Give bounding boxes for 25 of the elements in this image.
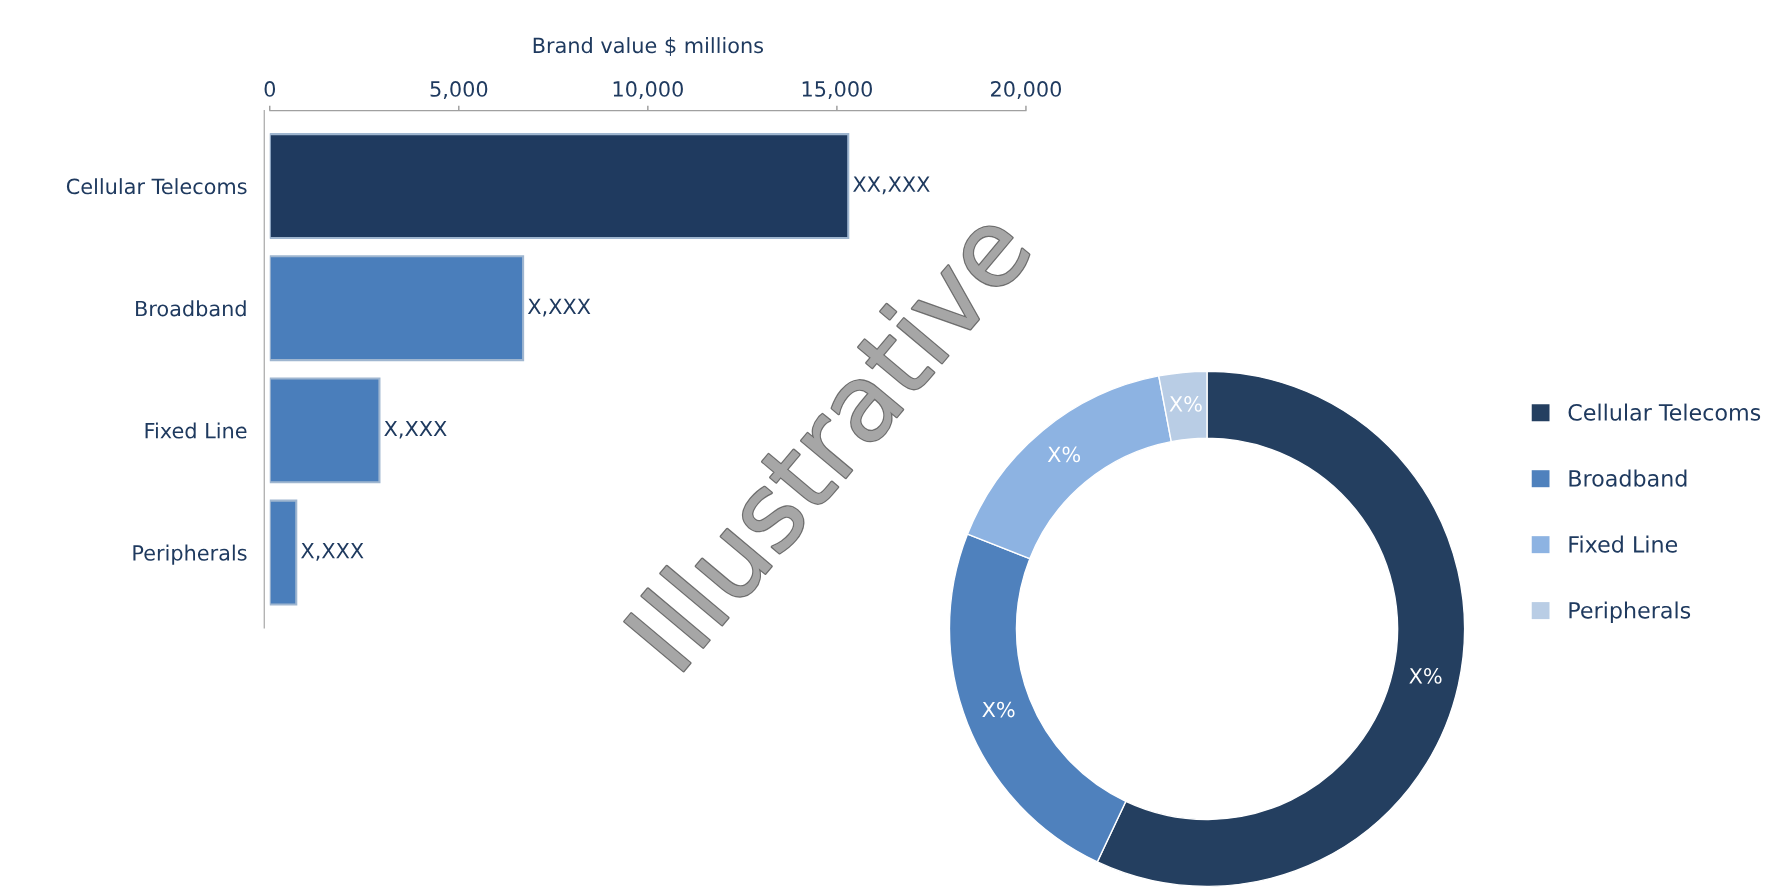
data-label: X% <box>1169 396 1202 412</box>
legend-label: Fixed Line <box>1569 535 1678 553</box>
data-label: X,XXX <box>384 420 447 439</box>
x-tick-label: 15,000 <box>802 81 872 99</box>
y-tick-label: Fixed Line <box>145 422 247 439</box>
legend-label: Broadband <box>1569 469 1687 487</box>
legend-label: Peripherals <box>1569 601 1691 623</box>
legend-label: Cellular Telecoms <box>1568 403 1761 421</box>
data-label: X% <box>982 701 1015 718</box>
data-label: X% <box>1047 446 1081 463</box>
x-tick-label: 5,000 <box>430 81 488 99</box>
bar <box>269 377 381 484</box>
data-label: X,XXX <box>301 543 364 561</box>
bar <box>269 499 298 606</box>
data-label: XX,XXX <box>853 176 930 195</box>
bar <box>269 255 525 362</box>
y-tick-label: Cellular Telecoms <box>66 178 247 195</box>
x-tick-label: 20,000 <box>991 81 1062 99</box>
x-tick-label: 10,000 <box>613 81 683 99</box>
x-axis-title: Brand value $ millions <box>533 37 764 57</box>
y-tick-label: Peripherals <box>133 544 247 565</box>
data-label: X% <box>1409 668 1442 684</box>
data-label: X,XXX <box>527 298 591 317</box>
y-tick-label: Broadband <box>136 300 246 317</box>
x-tick-label: 0 <box>264 81 276 97</box>
